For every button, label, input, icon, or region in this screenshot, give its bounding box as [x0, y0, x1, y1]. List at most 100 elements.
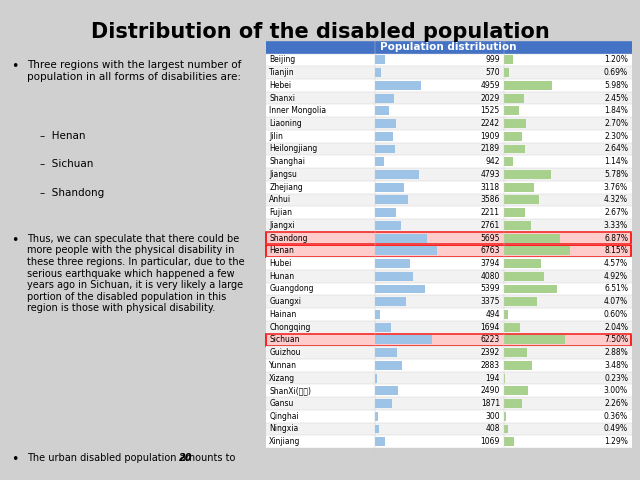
Text: 4.07%: 4.07% [604, 297, 628, 306]
Text: The urban disabled population amounts to: The urban disabled population amounts to [27, 453, 238, 463]
Text: 2029: 2029 [481, 94, 500, 103]
Text: Liaoning: Liaoning [269, 119, 302, 128]
Text: Qinghai: Qinghai [269, 412, 299, 421]
Text: Guangdong: Guangdong [269, 285, 314, 293]
FancyBboxPatch shape [376, 208, 396, 217]
FancyBboxPatch shape [266, 41, 632, 54]
FancyBboxPatch shape [504, 234, 560, 242]
Text: 1694: 1694 [481, 323, 500, 332]
FancyBboxPatch shape [376, 132, 393, 141]
FancyBboxPatch shape [266, 359, 632, 372]
Text: 2883: 2883 [481, 361, 500, 370]
Text: 8.15%: 8.15% [604, 246, 628, 255]
FancyBboxPatch shape [504, 183, 534, 192]
Text: Thus, we can speculate that there could be
more people with the physical disabil: Thus, we can speculate that there could … [27, 234, 244, 313]
FancyBboxPatch shape [266, 270, 632, 283]
Text: 1909: 1909 [481, 132, 500, 141]
Text: 2211: 2211 [481, 208, 500, 217]
Text: 7.50%: 7.50% [604, 336, 628, 344]
FancyBboxPatch shape [504, 285, 557, 293]
Text: 2.88%: 2.88% [604, 348, 628, 357]
FancyBboxPatch shape [376, 81, 420, 90]
FancyBboxPatch shape [376, 183, 404, 192]
Text: 4080: 4080 [481, 272, 500, 281]
Text: 4.57%: 4.57% [604, 259, 628, 268]
Text: Tianjin: Tianjin [269, 68, 295, 77]
FancyBboxPatch shape [504, 246, 570, 255]
Text: 942: 942 [485, 157, 500, 166]
Text: 1.84%: 1.84% [604, 106, 628, 115]
Text: Sichuan: Sichuan [269, 336, 300, 344]
FancyBboxPatch shape [376, 68, 381, 77]
FancyBboxPatch shape [504, 386, 528, 395]
Text: 3.76%: 3.76% [604, 183, 628, 192]
Text: 5.78%: 5.78% [604, 170, 628, 179]
FancyBboxPatch shape [504, 55, 513, 64]
Text: 0.49%: 0.49% [604, 424, 628, 433]
Text: 1069: 1069 [481, 437, 500, 446]
Text: 999: 999 [485, 55, 500, 64]
FancyBboxPatch shape [376, 361, 402, 370]
FancyBboxPatch shape [504, 310, 508, 319]
FancyBboxPatch shape [376, 259, 410, 268]
FancyBboxPatch shape [376, 195, 408, 204]
FancyBboxPatch shape [266, 232, 632, 244]
FancyBboxPatch shape [266, 397, 632, 410]
FancyBboxPatch shape [376, 272, 413, 281]
Text: 408: 408 [485, 424, 500, 433]
Text: –  Sichuan: – Sichuan [40, 159, 93, 169]
Text: Anhui: Anhui [269, 195, 291, 204]
Text: Gansu: Gansu [269, 399, 294, 408]
FancyBboxPatch shape [266, 244, 632, 257]
Text: 2490: 2490 [481, 386, 500, 396]
FancyBboxPatch shape [376, 144, 396, 154]
FancyBboxPatch shape [266, 193, 632, 206]
Text: 570: 570 [485, 68, 500, 77]
Text: 6223: 6223 [481, 336, 500, 344]
Text: Heilongjiang: Heilongjiang [269, 144, 317, 154]
Text: NO. (000): NO. (000) [452, 55, 500, 64]
FancyBboxPatch shape [266, 308, 632, 321]
Text: Hebei: Hebei [269, 81, 291, 90]
FancyBboxPatch shape [376, 297, 406, 306]
FancyBboxPatch shape [504, 94, 524, 103]
FancyBboxPatch shape [504, 399, 522, 408]
Text: 5.98%: 5.98% [604, 81, 628, 90]
FancyBboxPatch shape [266, 54, 632, 66]
FancyBboxPatch shape [504, 144, 525, 154]
FancyBboxPatch shape [376, 373, 377, 383]
FancyBboxPatch shape [266, 334, 632, 346]
Text: –  Shandong: – Shandong [40, 188, 104, 198]
Text: Jiangsu: Jiangsu [269, 170, 297, 179]
FancyBboxPatch shape [504, 272, 544, 281]
Text: –  Henan: – Henan [40, 131, 85, 141]
Text: Xinjiang: Xinjiang [269, 437, 301, 446]
Text: 0.23%: 0.23% [604, 373, 628, 383]
FancyBboxPatch shape [266, 168, 632, 181]
FancyBboxPatch shape [266, 181, 632, 193]
Text: 4.32%: 4.32% [604, 195, 628, 204]
Text: •: • [12, 234, 19, 247]
FancyBboxPatch shape [504, 68, 509, 77]
Text: Three regions with the largest number of
population in all forms of disabilities: Three regions with the largest number of… [27, 60, 241, 82]
Text: 1.14%: 1.14% [604, 157, 628, 166]
FancyBboxPatch shape [266, 66, 632, 79]
Text: 1.29%: 1.29% [604, 437, 628, 446]
Text: 5399: 5399 [481, 285, 500, 293]
Text: 494: 494 [485, 310, 500, 319]
Text: 20: 20 [179, 453, 193, 463]
FancyBboxPatch shape [376, 424, 379, 433]
FancyBboxPatch shape [376, 399, 392, 408]
Text: 2242: 2242 [481, 119, 500, 128]
FancyBboxPatch shape [376, 348, 397, 357]
FancyBboxPatch shape [266, 257, 632, 270]
FancyBboxPatch shape [266, 410, 632, 422]
FancyBboxPatch shape [504, 107, 518, 115]
Text: 1525: 1525 [481, 106, 500, 115]
FancyBboxPatch shape [504, 437, 514, 446]
FancyBboxPatch shape [504, 361, 532, 370]
FancyBboxPatch shape [504, 170, 551, 179]
Text: 300: 300 [485, 412, 500, 421]
Text: Regions: Regions [269, 55, 310, 64]
Text: Guangxi: Guangxi [269, 297, 301, 306]
